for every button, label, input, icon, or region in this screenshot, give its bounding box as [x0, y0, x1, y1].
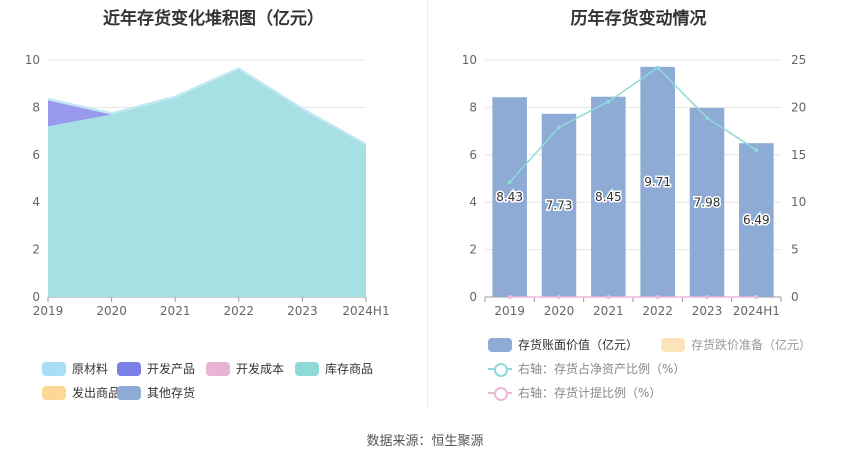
bar-data-label: 7.98 — [694, 195, 721, 209]
line-series — [509, 66, 757, 183]
x-tick-label: 2023 — [287, 304, 318, 318]
bar — [591, 96, 626, 297]
legend-swatch — [117, 361, 141, 376]
legend-item[interactable]: 原材料 — [42, 360, 108, 377]
legend-swatch — [117, 385, 141, 400]
y-tick-label: 8 — [469, 100, 477, 114]
line-point — [606, 99, 611, 104]
y2-tick-label: 20 — [791, 100, 806, 114]
legend-label: 原材料 — [72, 362, 109, 376]
legend-item[interactable]: 库存商品 — [295, 360, 373, 377]
bar-data-label: 8.43 — [496, 190, 523, 204]
legend-item[interactable]: 开发产品 — [117, 360, 195, 377]
bar — [739, 143, 774, 297]
legend-item[interactable]: 存货跌价准备（亿元） — [661, 336, 811, 353]
legend-swatch — [42, 385, 66, 400]
bar — [689, 107, 725, 298]
line-point — [655, 65, 660, 70]
y2-tick-label: 10 — [791, 195, 806, 209]
y-tick-label: 8 — [32, 100, 40, 114]
y-tick-label: 2 — [32, 243, 40, 257]
x-tick-label: 2019 — [33, 304, 64, 318]
y2-tick-label: 25 — [791, 53, 806, 67]
legend-swatch — [488, 386, 512, 401]
legend-swatch — [206, 361, 230, 376]
legend-item[interactable]: 右轴：存货占净资产比例（%） — [488, 360, 685, 377]
legend-label: 开发成本 — [236, 362, 285, 376]
legend-label: 发出商品 — [72, 386, 121, 400]
line-point — [655, 295, 660, 299]
bar-data-label: 7.73 — [546, 198, 573, 212]
legend-item[interactable]: 存货账面价值（亿元） — [488, 336, 638, 353]
legend-swatch — [488, 337, 512, 352]
y-tick-label: 0 — [469, 290, 477, 304]
legend-item[interactable]: 发出商品 — [42, 384, 120, 401]
line-point — [754, 295, 759, 299]
x-tick-label: 2024H1 — [342, 304, 389, 318]
line-point — [507, 180, 512, 185]
y-tick-label: 10 — [25, 53, 40, 67]
right-bar-line-chart: 0 2 4 6 8 10 0 5 10 15 20 25 2019 2020 2021 2022 2023 202… — [462, 53, 807, 318]
line-point — [705, 115, 709, 120]
right-chart-title: 历年存货变动情况 — [570, 9, 707, 29]
x-tick-label: 2021 — [160, 304, 191, 318]
legend-item[interactable]: 其他存货 — [117, 384, 195, 401]
bar-data-label: 8.45 — [595, 190, 622, 204]
bar — [640, 66, 675, 297]
x-tick-label: 2022 — [642, 304, 673, 318]
legend-label: 存货跌价准备（亿元） — [691, 338, 812, 352]
legend-label: 其他存货 — [147, 386, 196, 400]
line-point — [557, 125, 561, 130]
line-point — [507, 295, 512, 299]
x-tick-label: 2024H1 — [733, 304, 780, 318]
line-point — [705, 295, 709, 299]
legend-item[interactable]: 开发成本 — [206, 360, 284, 377]
x-tick-label: 2020 — [96, 304, 127, 318]
legend-label: 右轴：存货计提比例（%） — [518, 386, 662, 400]
x-tick-label: 2023 — [692, 304, 723, 318]
legend-label: 库存商品 — [325, 362, 374, 376]
line-point — [754, 148, 759, 153]
line-point — [557, 295, 561, 299]
legend-label: 开发产品 — [147, 362, 196, 376]
y-tick-label: 10 — [462, 53, 477, 67]
legend-item[interactable]: 右轴：存货计提比例（%） — [488, 384, 661, 401]
y-tick-label: 4 — [32, 195, 40, 209]
legend-swatch — [42, 361, 66, 376]
x-tick-label: 2019 — [494, 304, 525, 318]
legend-label: 存货账面价值（亿元） — [518, 338, 639, 352]
bar — [541, 113, 577, 297]
area-series — [48, 69, 366, 297]
y-tick-label: 2 — [469, 243, 477, 257]
x-tick-label: 2020 — [544, 304, 575, 318]
y-tick-label: 6 — [32, 148, 40, 162]
data-source-note: 数据来源：恒生聚源 — [366, 434, 484, 449]
area-series — [48, 67, 366, 146]
line-point — [606, 295, 611, 299]
legend-swatch — [661, 337, 685, 352]
bar — [492, 97, 527, 297]
legend-label: 右轴：存货占净资产比例（%） — [518, 362, 686, 376]
legend-swatch — [488, 362, 512, 377]
y2-tick-label: 0 — [791, 290, 799, 304]
x-tick-label: 2022 — [224, 304, 255, 318]
x-tick-label: 2021 — [593, 304, 624, 318]
y2-tick-label: 15 — [791, 148, 806, 162]
y2-tick-label: 5 — [791, 243, 799, 257]
bar-data-label: 6.49 — [743, 213, 770, 227]
y-tick-label: 4 — [469, 195, 477, 209]
y-tick-label: 0 — [32, 290, 40, 304]
left-stacked-area-chart: 0 2 4 6 8 10 2019 2020 2021 2022 2023 2024H1 — [25, 53, 390, 318]
left-chart-title: 近年存货变化堆积图（亿元） — [103, 9, 324, 29]
bar-data-label: 9.71 — [644, 175, 671, 189]
legend-swatch — [295, 361, 319, 376]
y-tick-label: 6 — [469, 148, 477, 162]
panel-divider — [427, 0, 428, 410]
